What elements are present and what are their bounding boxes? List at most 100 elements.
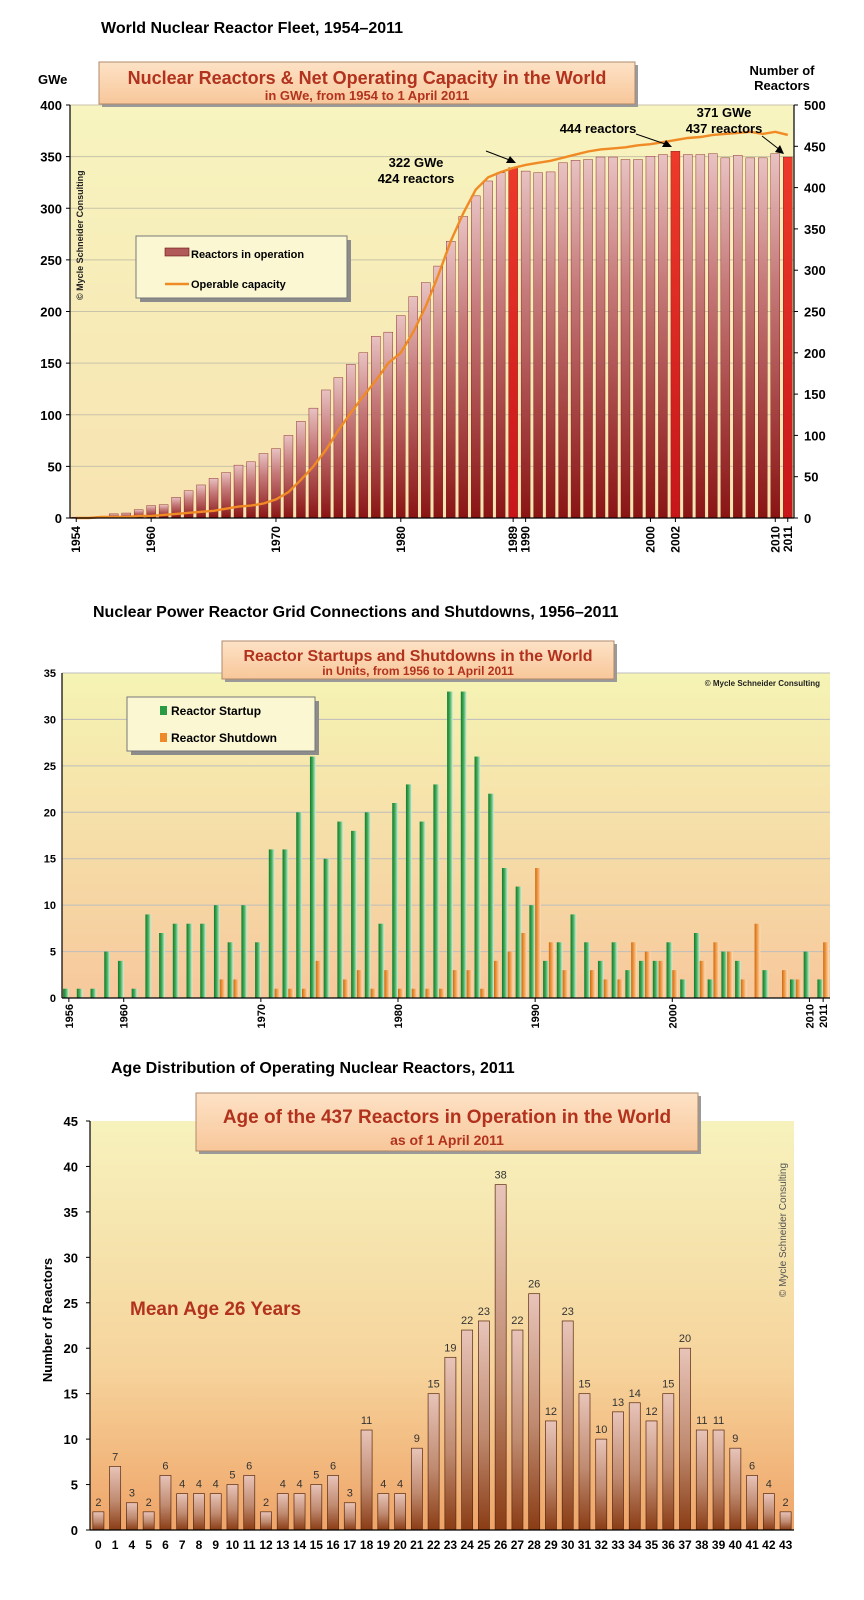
bar-startup-1987 <box>488 793 494 998</box>
bar-age-18 <box>360 1429 373 1531</box>
bar-reactors-1987 <box>483 180 493 519</box>
y-tick-label: 250 <box>40 253 62 268</box>
chart-subtitle: in GWe, from 1954 to 1 April 2011 <box>265 88 469 103</box>
x-tick-label: 1989 <box>506 526 520 553</box>
bar-startup-1965 <box>186 923 193 998</box>
x-tick-label: 2002 <box>668 526 682 553</box>
bar-age-37 <box>679 1347 691 1531</box>
x-tick-label: 1970 <box>269 526 283 553</box>
annotation-mean-age: Mean Age 26 Years <box>130 1299 301 1320</box>
bar-reactors-1971 <box>283 435 294 519</box>
bar-shutdown-2004 <box>727 951 733 998</box>
bar-startup-1979 <box>378 923 385 998</box>
bar-startup-1980 <box>392 803 398 998</box>
x-tick-label: 22 <box>427 1538 441 1552</box>
x-tick-label: 16 <box>326 1538 340 1552</box>
legend-box <box>135 235 348 299</box>
title-box <box>221 640 615 680</box>
data-label: 4 <box>196 1479 202 1491</box>
bar-startup-2010 <box>803 951 810 998</box>
y-tick-label: 400 <box>40 98 62 113</box>
bar-startup-1971 <box>268 849 275 998</box>
x-tick-label: 29 <box>544 1538 558 1552</box>
bar-startup-1964 <box>172 923 179 998</box>
data-label: 13 <box>612 1397 624 1409</box>
bar-age-16 <box>327 1475 339 1531</box>
x-tick-label: 1954 <box>69 526 83 553</box>
bar-shutdown-1982 <box>425 988 432 998</box>
bar-shutdown-1971 <box>274 988 281 998</box>
data-label: 4 <box>280 1479 286 1491</box>
bar-age-38 <box>695 1429 708 1531</box>
copyright: © Mycle Schneider Consulting <box>778 1163 789 1297</box>
y-tick-label: 300 <box>40 201 62 216</box>
bar-shutdown-1983 <box>439 988 445 998</box>
bar-age-10 <box>226 1484 239 1531</box>
bar-startup-1969 <box>241 905 248 998</box>
y2-tick-label: 200 <box>804 346 826 361</box>
bar-shutdown-2008 <box>782 970 788 998</box>
bar-shutdown-1981 <box>411 988 418 998</box>
bar-shutdown-1986 <box>480 988 487 998</box>
x-tick-label: 27 <box>511 1538 525 1552</box>
x-tick-label: 1956 <box>64 1004 76 1028</box>
bar-reactors-1969 <box>258 453 269 519</box>
data-label: 9 <box>732 1433 738 1445</box>
data-label: 2 <box>146 1497 152 1509</box>
data-label: 7 <box>112 1451 118 1463</box>
bar-shutdown-2011 <box>823 942 829 998</box>
bar-age-0 <box>92 1511 105 1531</box>
bar-reactors-1986 <box>470 195 481 519</box>
data-label: 3 <box>347 1488 353 1500</box>
copyright: © Mycle Schneider Consulting <box>705 679 820 688</box>
data-label: 19 <box>444 1342 456 1354</box>
bar-shutdown-1974 <box>315 960 322 998</box>
bar-reactors-1966 <box>221 472 231 519</box>
y-tick-label: 150 <box>40 356 62 371</box>
bar-reactors-1991 <box>533 172 543 519</box>
data-label: 12 <box>645 1406 657 1418</box>
data-label: 5 <box>313 1470 319 1482</box>
bar-shutdown-1989 <box>521 933 528 998</box>
data-label: 2 <box>783 1497 789 1509</box>
y2-tick-label: 500 <box>804 98 826 113</box>
annotation-arrowhead <box>662 140 672 147</box>
data-label: 22 <box>511 1315 523 1327</box>
x-tick-label: 11 <box>243 1538 256 1552</box>
y2-tick-label: 400 <box>804 181 826 196</box>
bar-startup-1984 <box>447 691 453 998</box>
bar-shutdown-1998 <box>644 951 651 998</box>
bar-startup-1985 <box>460 691 467 998</box>
section-age-distribution: Age Distribution of Operating Nuclear Re… <box>0 1050 864 1600</box>
y-tick-label: 50 <box>48 459 62 474</box>
bar-age-39 <box>712 1429 725 1531</box>
bar-age-21 <box>410 1447 423 1531</box>
y-tick-label: 30 <box>64 1250 78 1265</box>
data-label: 26 <box>528 1279 540 1291</box>
bar-reactors-2009 <box>758 157 768 519</box>
data-label: 38 <box>495 1170 507 1182</box>
bar-startup-1999 <box>652 960 659 998</box>
x-tick-label: 19 <box>377 1538 391 1552</box>
bar-reactors-1983 <box>433 265 443 519</box>
bar-age-17 <box>343 1502 356 1531</box>
y2-tick-label: 300 <box>804 263 826 278</box>
bar-shutdown-1994 <box>590 970 596 998</box>
bar-age-23 <box>444 1356 457 1531</box>
bar-startup-1977 <box>351 830 357 998</box>
bar-startup-1963 <box>159 933 165 998</box>
bar-reactors-1994 <box>570 160 581 519</box>
annotation: 424 reactors <box>378 171 455 186</box>
y-tick-label: 100 <box>40 408 62 423</box>
bar-startup-1981 <box>405 784 412 998</box>
x-tick-label: 12 <box>259 1538 273 1552</box>
bar-age-31 <box>578 1393 591 1531</box>
x-tick-label: 1980 <box>393 1004 405 1028</box>
chart-title: Nuclear Reactors & Net Operating Capacit… <box>128 68 607 88</box>
y2-tick-label: 250 <box>804 305 826 320</box>
bar-shutdown-2009 <box>795 979 802 998</box>
x-tick-label: 2010 <box>768 526 782 553</box>
bar-startup-2011 <box>817 979 824 998</box>
annotation: 371 GWe <box>697 105 752 120</box>
x-tick-label: 36 <box>662 1538 676 1552</box>
